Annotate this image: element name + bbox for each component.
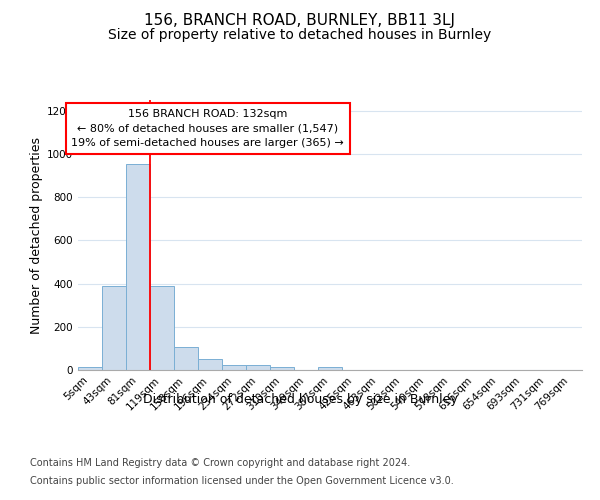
- Bar: [78, 367, 102, 370]
- Bar: [174, 347, 198, 370]
- Bar: [126, 164, 150, 370]
- Bar: [318, 368, 342, 370]
- Text: Contains HM Land Registry data © Crown copyright and database right 2024.: Contains HM Land Registry data © Crown c…: [30, 458, 410, 468]
- Y-axis label: Number of detached properties: Number of detached properties: [30, 136, 43, 334]
- Text: Contains public sector information licensed under the Open Government Licence v3: Contains public sector information licen…: [30, 476, 454, 486]
- Bar: [270, 367, 294, 370]
- Text: Size of property relative to detached houses in Burnley: Size of property relative to detached ho…: [109, 28, 491, 42]
- Text: Distribution of detached houses by size in Burnley: Distribution of detached houses by size …: [143, 392, 457, 406]
- Text: 156 BRANCH ROAD: 132sqm
← 80% of detached houses are smaller (1,547)
19% of semi: 156 BRANCH ROAD: 132sqm ← 80% of detache…: [71, 108, 344, 148]
- Bar: [246, 365, 270, 370]
- Text: 156, BRANCH ROAD, BURNLEY, BB11 3LJ: 156, BRANCH ROAD, BURNLEY, BB11 3LJ: [145, 12, 455, 28]
- Bar: [222, 365, 246, 370]
- Bar: [198, 359, 222, 370]
- Bar: [102, 286, 126, 370]
- Bar: [150, 286, 174, 370]
